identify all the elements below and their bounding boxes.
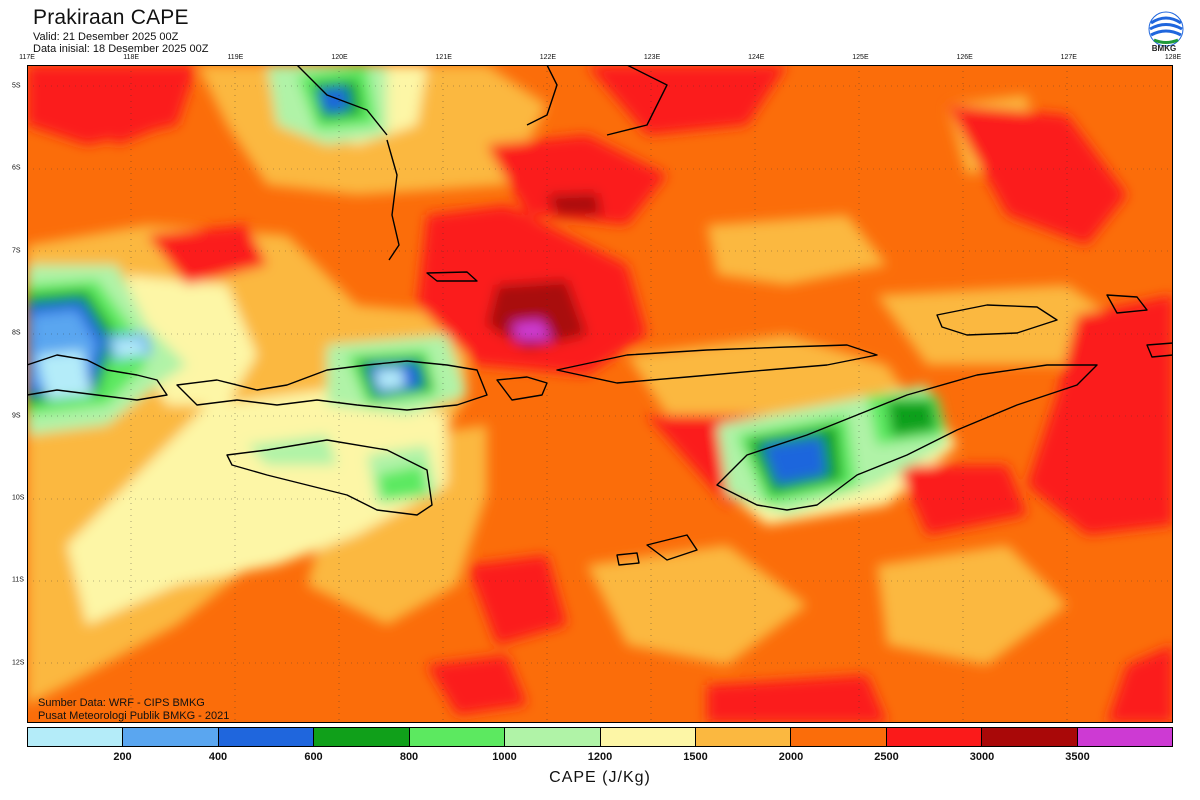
lon-label: 120E <box>331 54 348 61</box>
lat-label: 7S <box>12 247 21 255</box>
valid-time: Valid: 21 Desember 2025 00Z <box>33 31 179 43</box>
cape-area-below-200 <box>112 339 145 357</box>
cape-area-below-200 <box>375 369 405 390</box>
coastlines <box>27 65 1173 566</box>
lon-label: 122E <box>539 54 557 61</box>
lon-label: 124E <box>748 54 765 61</box>
cape-area-2500-3000 <box>707 675 887 723</box>
logo-text: BMKG <box>1151 44 1177 53</box>
cape-area-2500-3000 <box>87 95 167 145</box>
cape-area-1500-2000 <box>707 215 887 285</box>
colorbar-segment <box>218 728 315 746</box>
colorbar-tick-label: 3000 <box>969 751 995 763</box>
cape-area-1500-2000 <box>877 545 1067 665</box>
colorbar-tick-label: 1200 <box>587 751 613 763</box>
lon-label: 126E <box>956 54 973 61</box>
cape-area-2500-3000 <box>147 225 267 285</box>
colorbar-tick-label: 3500 <box>1065 751 1090 763</box>
colorbar-tick-label: 2500 <box>874 751 899 763</box>
colorbar-segment <box>314 728 410 746</box>
cape-area-below-200 <box>37 350 92 400</box>
colorbar-segment <box>123 728 219 746</box>
colorbar-tick-label: 600 <box>304 751 323 763</box>
buton-coast <box>606 65 668 136</box>
sumba-coast <box>226 439 433 516</box>
cape-area-2500-3000 <box>427 655 527 715</box>
init-time: Data inisial: 18 Desember 2025 00Z <box>33 43 209 55</box>
source-credit: Sumber Data: WRF - CIPS BMKG <box>38 697 205 709</box>
alor-coast <box>556 344 878 384</box>
flores-coast <box>176 360 488 411</box>
lat-label: 8S <box>12 329 21 337</box>
lon-label: 127E <box>1060 54 1077 61</box>
cape-area-2500-3000 <box>1027 295 1173 535</box>
bonerate-coast <box>426 271 478 282</box>
colorbar-tick-label: 2000 <box>778 751 804 763</box>
lat-label: 11S <box>12 576 24 584</box>
colorbar-segment <box>1077 728 1173 746</box>
cape-area-2500-3000 <box>487 135 667 225</box>
colorbar-tick-label: 800 <box>399 751 419 763</box>
timor-coast <box>716 364 1098 511</box>
cape-area-2500-3000 <box>587 65 787 135</box>
cape-area-800-1000 <box>377 465 427 500</box>
lon-label: 123E <box>643 54 661 61</box>
kabaena-coast <box>526 65 558 126</box>
cape-area-1200-1500 <box>67 385 447 625</box>
lat-label: 6S <box>12 164 21 172</box>
lat-label: 10S <box>12 494 25 502</box>
cape-area-2500-3000 <box>467 555 567 645</box>
colorbar-segment <box>505 728 601 746</box>
cape-area-2500-3000 <box>1107 645 1173 723</box>
wetar-coast <box>936 304 1058 336</box>
colorbar-segment <box>28 728 124 746</box>
publisher-credit: Pusat Meteorologi Publik BMKG - 2021 <box>38 710 230 722</box>
rote-coast <box>646 534 698 561</box>
colorbar-tick-label: 1500 <box>683 751 708 763</box>
colorbar-segment <box>791 728 887 746</box>
cape-area-3000-3500 <box>547 193 602 215</box>
cape-area-2500-3000 <box>947 105 1127 245</box>
lon-label: 128E <box>1164 54 1182 61</box>
colorbar-tick-label: 200 <box>113 751 132 763</box>
bmkg-logo-icon <box>1148 11 1184 47</box>
sawu-coast <box>616 552 640 566</box>
lon-label: 119E <box>227 54 244 61</box>
sumbawa-coast <box>27 354 168 401</box>
lon-label: 118E <box>123 54 140 61</box>
chart-title: Prakiraan CAPE <box>33 6 189 29</box>
colorbar <box>27 727 1173 747</box>
cape-area-400-600 <box>762 437 827 485</box>
sulawesi-coast <box>296 65 388 136</box>
selayar-coast <box>386 139 400 261</box>
adonara-coast <box>496 376 548 401</box>
colorbar-tick-label: 1000 <box>492 751 517 763</box>
colorbar-segment <box>886 728 983 746</box>
lat-label: 5S <box>12 82 21 90</box>
lat-label: 9S <box>12 412 21 420</box>
cape-area-above-3500 <box>512 320 552 340</box>
romang-coast <box>1106 294 1148 314</box>
colorbar-segment <box>982 728 1078 746</box>
colorbar-tick-label: 400 <box>208 751 228 763</box>
lat-label: 12S <box>12 659 25 667</box>
lon-label: 125E <box>852 54 869 61</box>
colorbar-axis-label: CAPE (J/Kg) <box>549 769 651 786</box>
cape-area-2500-3000 <box>897 465 1027 535</box>
lon-label: 121E <box>435 54 452 61</box>
cape-area-600-800 <box>887 400 937 437</box>
cape-area-1500-2000 <box>877 285 1127 365</box>
cape-field <box>27 65 1173 723</box>
cape-area-3000-3500 <box>487 280 587 350</box>
lon-label: 117E <box>19 54 35 61</box>
colorbar-segment <box>409 728 506 746</box>
colorbar-segment <box>695 728 792 746</box>
kisar-coast <box>1146 342 1173 358</box>
cape-map <box>27 65 1173 723</box>
cape-area-1500-2000 <box>587 545 807 665</box>
colorbar-segment <box>600 728 696 746</box>
